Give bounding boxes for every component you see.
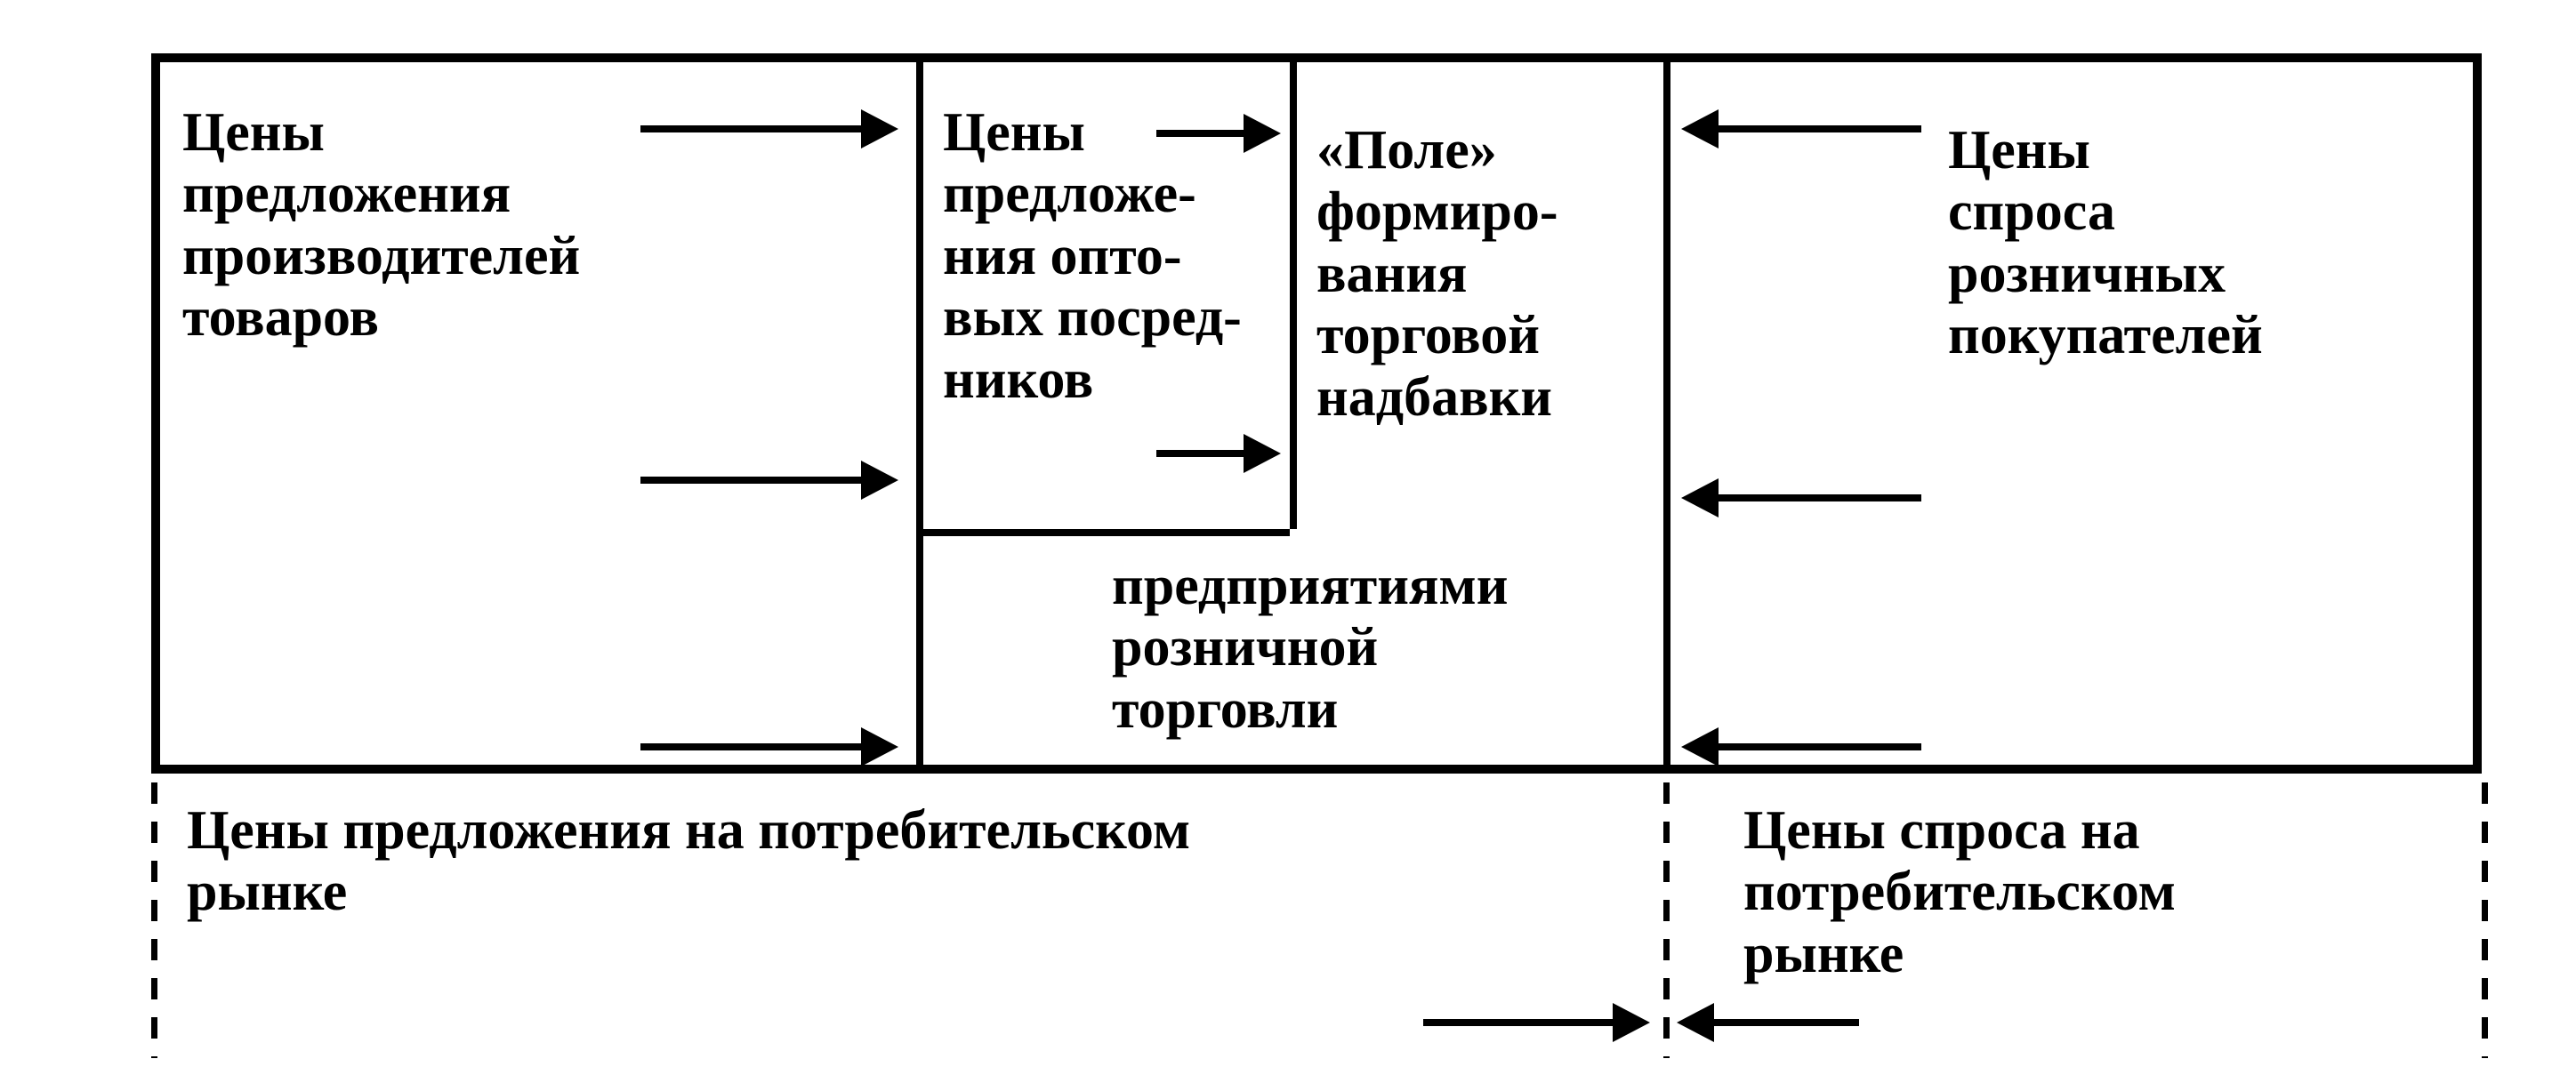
arrows-layer — [0, 0, 2576, 1067]
diagram-stage: Цены предложения производителей товаров … — [0, 0, 2576, 1067]
